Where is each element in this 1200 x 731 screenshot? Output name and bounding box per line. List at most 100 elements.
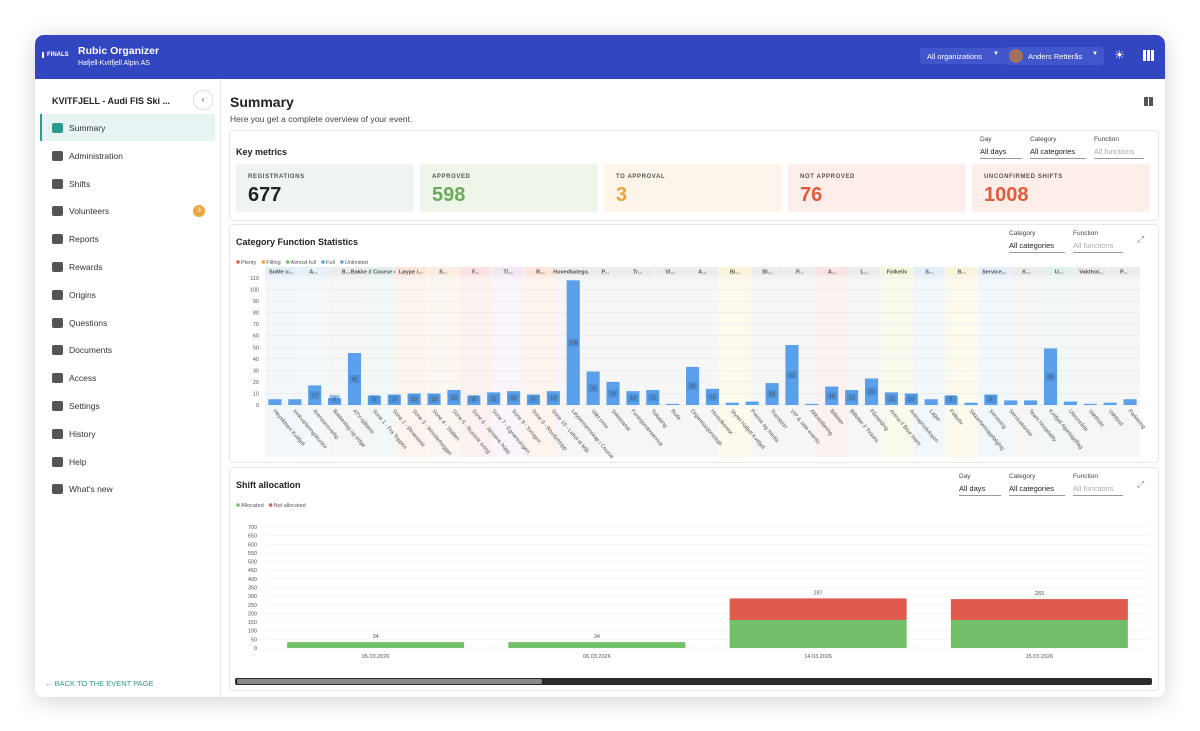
group-header: [816, 267, 848, 276]
label-box: [528, 395, 539, 403]
expand-icon[interactable]: ⤢: [1137, 234, 1145, 244]
group-label: P...: [796, 270, 804, 276]
org-select[interactable]: All organizations: [927, 52, 983, 61]
group-band: [880, 267, 914, 457]
label-box: [468, 395, 479, 403]
menu-item[interactable]: Shifts: [69, 178, 91, 189]
menu-item[interactable]: Documents: [69, 345, 112, 356]
bar: [1024, 400, 1038, 405]
data-label: 6: [333, 397, 336, 403]
data-label: 12: [511, 396, 517, 402]
page-title: Summary: [230, 94, 294, 110]
menu-item[interactable]: Questions: [69, 317, 108, 328]
bar: [805, 403, 819, 405]
menu-item[interactable]: Volunteers: [69, 206, 110, 217]
legend-dot: [236, 260, 240, 264]
menu-icon: [52, 234, 63, 245]
label-box: [548, 394, 559, 403]
group-label: Folkeliv: [887, 270, 908, 276]
y-tick-label: 400: [248, 577, 257, 583]
group-label: Tr...: [633, 270, 643, 276]
y-tick-label: 450: [248, 568, 257, 574]
bar: [745, 401, 759, 405]
expand-icon[interactable]: ⤢: [1137, 479, 1145, 489]
filter-label: Function: [1094, 136, 1119, 143]
menu-item[interactable]: Settings: [69, 401, 100, 411]
back-link[interactable]: ← BACK TO THE EVENT PAGE: [45, 679, 154, 688]
data-label: 33: [689, 384, 695, 390]
filter-select[interactable]: All functions: [1073, 241, 1123, 253]
legend-dot: [236, 503, 240, 507]
filter-select[interactable]: All days: [980, 147, 1022, 159]
collapse-button[interactable]: ‹: [193, 90, 213, 110]
group-header: [719, 267, 751, 276]
filter-select[interactable]: All categories: [1030, 147, 1086, 159]
bar: [725, 402, 739, 405]
menu-item[interactable]: What's new: [69, 484, 113, 495]
group-header: [686, 267, 719, 276]
filter-select[interactable]: All functions: [1073, 484, 1123, 496]
menu-icon: [52, 484, 63, 495]
menu-item[interactable]: History: [69, 428, 96, 439]
menu-icon: [52, 345, 63, 356]
legend-dot: [285, 260, 290, 264]
back-text[interactable]: BACK TO THE EVENT PAGE: [54, 679, 154, 688]
layout-icon[interactable]: [1144, 97, 1153, 106]
group-header: [589, 267, 621, 276]
label-box: [508, 394, 519, 403]
filter-select[interactable]: All categories: [1009, 484, 1065, 496]
data-label: 20: [610, 391, 616, 397]
event-name: KVITFJELL - Audi FIS Ski ...: [52, 96, 171, 106]
metric-value: 677: [248, 184, 282, 206]
metric-card: TO APPROVAL 3: [604, 164, 782, 212]
sidebar: [35, 79, 221, 697]
filter-select[interactable]: All categories: [1009, 241, 1065, 253]
menu-item[interactable]: Summary: [69, 123, 106, 133]
apps-icon[interactable]: [1143, 50, 1154, 61]
legend-label: Plenty: [241, 260, 257, 266]
y-tick-label: 0: [256, 403, 259, 409]
group-header: [524, 267, 557, 276]
y-tick-label: 350: [248, 586, 257, 592]
theme-toggle[interactable]: ☀: [1114, 48, 1125, 62]
filter-label: Day: [959, 473, 971, 480]
user-menu-bg[interactable]: [1004, 47, 1104, 65]
menu-item[interactable]: Rewards: [69, 262, 103, 272]
menu-item[interactable]: Administration: [69, 150, 123, 161]
group-header: [265, 267, 297, 276]
badge: 3: [193, 205, 205, 217]
menu-item[interactable]: Access: [69, 373, 97, 384]
bar-segment: [729, 598, 907, 620]
group-header: [946, 267, 978, 276]
menu-item[interactable]: Origins: [69, 289, 96, 300]
bar: [1103, 402, 1117, 405]
scroll-thumb[interactable]: [237, 679, 542, 684]
group-header: [978, 267, 1010, 276]
group-band: [913, 267, 946, 457]
bar: [1123, 399, 1137, 405]
data-label: 108: [569, 341, 578, 347]
label-box: [608, 389, 619, 398]
org-select-bg[interactable]: [920, 48, 1004, 64]
menu-item[interactable]: Help: [69, 456, 87, 467]
group-header: [881, 267, 913, 276]
y-tick-label: 150: [248, 620, 257, 626]
filter-select[interactable]: All days: [959, 484, 1001, 496]
filter-select[interactable]: All functions: [1094, 147, 1144, 159]
menu-icon: [52, 456, 63, 467]
group-header: [751, 267, 784, 276]
scrollbar[interactable]: [235, 678, 1152, 685]
user-name[interactable]: Anders Retterås: [1028, 52, 1083, 61]
group-label: R...: [536, 270, 545, 276]
group-band: [751, 267, 784, 457]
menu-icon: [52, 150, 63, 161]
label-box: [647, 393, 658, 402]
group-label: Vakthol...: [1079, 270, 1104, 276]
label-box: [786, 370, 797, 379]
group-band: [621, 267, 654, 457]
data-label: 11: [491, 397, 497, 403]
menu-item[interactable]: Reports: [69, 234, 99, 245]
data-label: 9: [393, 397, 396, 403]
group-band: [1107, 267, 1140, 457]
